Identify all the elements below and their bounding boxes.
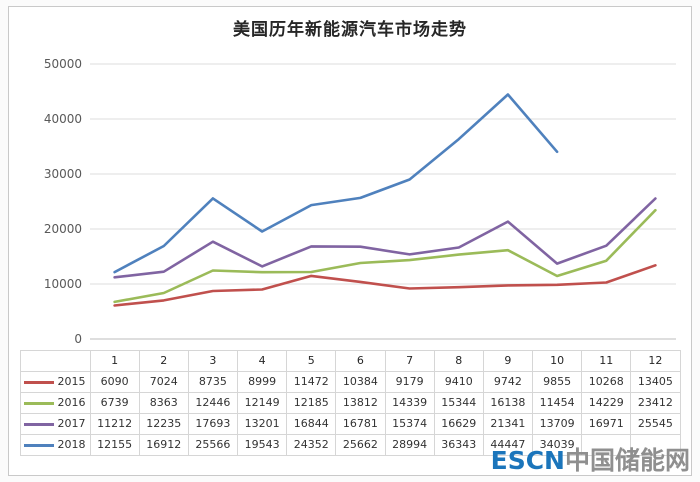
value-cell: 16629 [434,414,484,435]
legend-key-line [23,401,54,405]
value-cell: 11454 [533,393,583,414]
value-cell: 8363 [139,393,189,414]
chart-panel: 美国历年新能源汽车市场走势 0 10000 20000 30000 40000 50000… [8,6,692,476]
value-cell: 15344 [434,393,484,414]
value-cell: 8999 [238,372,288,393]
value-cell: 25566 [188,435,238,456]
month-label: 5 [287,351,337,372]
series-year-label: 2017 [57,417,86,430]
value-cell: 12149 [238,393,288,414]
month-label: 11 [582,351,632,372]
watermark: ESCN中国储能网 [491,441,690,477]
value-cell: 17693 [188,414,238,435]
value-cell [582,435,632,456]
value-cell: 16844 [287,414,337,435]
legend-item-2016: 2016 [20,393,91,414]
legend-key-line [23,380,54,384]
value-cell: 14229 [582,393,632,414]
legend-key-line [23,443,54,447]
value-cell: 15374 [385,414,435,435]
value-cell: 36343 [434,435,484,456]
value-cell: 9855 [533,372,583,393]
value-cell: 16912 [139,435,189,456]
value-cell: 9179 [385,372,435,393]
month-label: 8 [434,351,484,372]
y-axis-tick-label: 20000 [44,222,82,236]
month-row-corner [20,351,91,372]
value-cell: 25545 [631,414,681,435]
value-cell: 24352 [287,435,337,456]
value-cell: 12155 [90,435,140,456]
value-cell: 23412 [631,393,681,414]
month-label: 12 [631,351,681,372]
watermark-escn-text: ESCN [490,446,565,475]
series-line-2018 [113,93,559,274]
value-cell: 7024 [139,372,189,393]
data-table: 1 2 3 4 5 6 7 8 9 10 11 12 2015 6090 7024 8735 8999 11472… [19,350,681,456]
watermark-cn-text: 中国储能网 [564,446,690,475]
y-axis-tick-label: 0 [74,332,82,346]
y-axis-tick-label: 10000 [44,277,82,291]
value-cell: 21341 [483,414,533,435]
value-cell: 8735 [188,372,238,393]
series-line-2017 [113,197,657,279]
legend-item-2015: 2015 [20,372,91,393]
legend-item-2017: 2017 [20,414,91,435]
value-cell: 12185 [287,393,337,414]
value-cell: 12235 [139,414,189,435]
y-axis-tick-label: 30000 [44,167,82,181]
value-cell: 25662 [336,435,386,456]
value-cell: 9410 [434,372,484,393]
value-cell: 12446 [188,393,238,414]
value-cell: 9742 [483,372,533,393]
month-label: 10 [533,351,583,372]
value-cell: 14339 [385,393,435,414]
value-cell: 13405 [631,372,681,393]
value-cell: 13812 [336,393,386,414]
month-label: 3 [188,351,238,372]
value-cell: 16971 [582,414,632,435]
series-year-label: 2015 [57,375,86,388]
chart-title: 美国历年新能源汽车市场走势 [233,20,467,40]
line-chart: 0 10000 20000 30000 40000 50000 [44,57,676,346]
value-cell: 6090 [90,372,140,393]
month-label: 4 [238,351,288,372]
month-label: 1 [90,351,140,372]
month-label: 7 [385,351,435,372]
value-cell: 44447 [483,435,533,456]
value-cell: 11472 [287,372,337,393]
series-year-label: 2018 [57,438,86,451]
y-axis-tick-label: 40000 [44,112,82,126]
value-cell: 11212 [90,414,140,435]
month-label: 6 [336,351,386,372]
legend-key-line [23,422,54,426]
value-cell: 10268 [582,372,632,393]
value-cell: 34039 [533,435,583,456]
value-cell: 16781 [336,414,386,435]
series-year-label: 2016 [57,396,86,409]
value-cell: 10384 [336,372,386,393]
value-cell [631,435,681,456]
series-line-2016 [113,208,657,304]
y-axis-tick-label: 50000 [44,57,82,71]
value-cell: 19543 [238,435,288,456]
month-label: 2 [139,351,189,372]
value-cell: 13709 [533,414,583,435]
value-cell: 16138 [483,393,533,414]
value-cell: 28994 [385,435,435,456]
month-label: 9 [483,351,533,372]
series-line-2015 [113,264,657,307]
value-cell: 6739 [90,393,140,414]
value-cell: 13201 [238,414,288,435]
legend-item-2018: 2018 [20,435,91,456]
